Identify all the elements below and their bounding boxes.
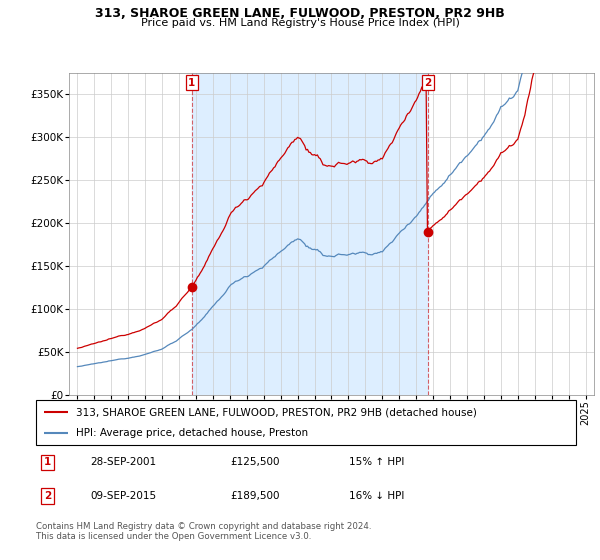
Text: 313, SHAROE GREEN LANE, FULWOOD, PRESTON, PR2 9HB (detached house): 313, SHAROE GREEN LANE, FULWOOD, PRESTON… <box>77 408 478 418</box>
Text: 15% ↑ HPI: 15% ↑ HPI <box>349 458 404 468</box>
Text: Contains HM Land Registry data © Crown copyright and database right 2024.
This d: Contains HM Land Registry data © Crown c… <box>36 522 371 542</box>
Text: HPI: Average price, detached house, Preston: HPI: Average price, detached house, Pres… <box>77 428 308 438</box>
Text: £125,500: £125,500 <box>230 458 280 468</box>
Text: 1: 1 <box>188 78 196 87</box>
Text: 313, SHAROE GREEN LANE, FULWOOD, PRESTON, PR2 9HB: 313, SHAROE GREEN LANE, FULWOOD, PRESTON… <box>95 7 505 20</box>
Text: 09-SEP-2015: 09-SEP-2015 <box>90 491 156 501</box>
Bar <box>192 73 428 395</box>
Text: 28-SEP-2001: 28-SEP-2001 <box>90 458 156 468</box>
Text: 2: 2 <box>44 491 52 501</box>
Text: Price paid vs. HM Land Registry's House Price Index (HPI): Price paid vs. HM Land Registry's House … <box>140 18 460 29</box>
Text: 2: 2 <box>424 78 431 87</box>
Text: 1: 1 <box>44 458 52 468</box>
Text: £189,500: £189,500 <box>230 491 280 501</box>
Text: 16% ↓ HPI: 16% ↓ HPI <box>349 491 404 501</box>
FancyBboxPatch shape <box>36 400 576 445</box>
